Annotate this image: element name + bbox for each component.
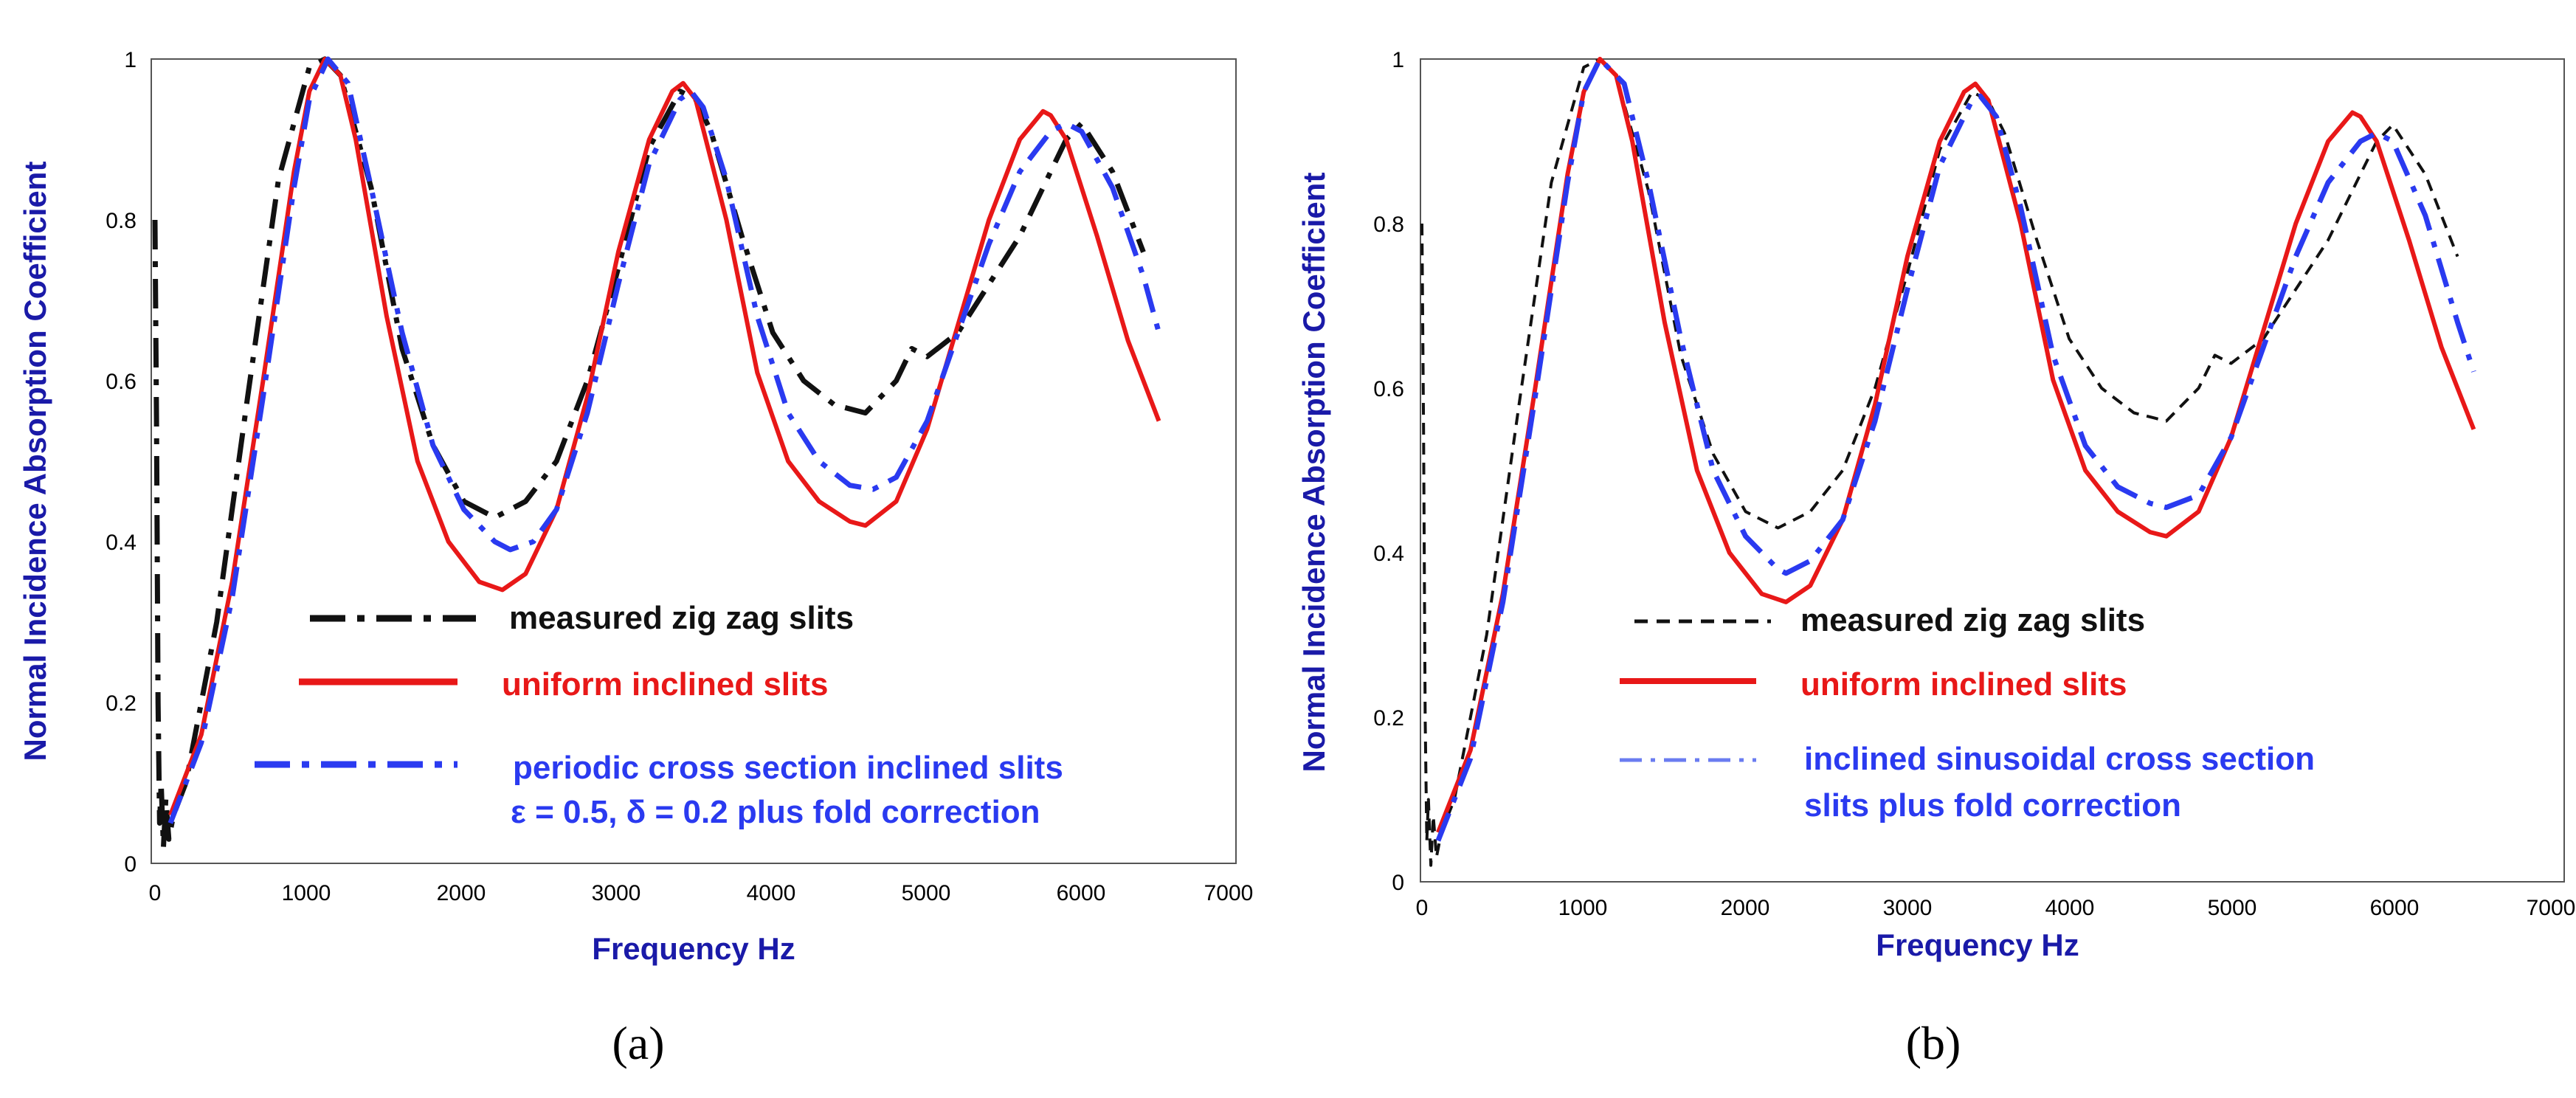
x-tick-label: 5000 xyxy=(902,881,951,905)
x-tick-label: 2000 xyxy=(1721,896,1770,920)
series-line-1 xyxy=(152,56,1146,850)
y-tick-label: 0.4 xyxy=(1373,542,1404,566)
series-group-b xyxy=(1420,56,2476,867)
x-tick-label: 5000 xyxy=(2208,896,2257,920)
y-axis-label-b: Normal Incidence Absorption Coefficient xyxy=(1296,173,1331,773)
series-line-3 xyxy=(168,56,1161,824)
y-tick-label: 0.2 xyxy=(1373,706,1404,731)
plot-frame-a xyxy=(151,58,1237,864)
x-tick-label: 7000 xyxy=(2527,896,2576,920)
legend-label-sinusoidal-cont: slits plus fold correction xyxy=(1804,787,2181,824)
x-tick-label: 4000 xyxy=(747,881,796,905)
plot-frame-b xyxy=(1420,58,2565,883)
series-group-a xyxy=(152,56,1161,850)
x-tick-label: 6000 xyxy=(1057,881,1106,905)
legend-label-measured: measured zig zag slits xyxy=(1800,602,2145,638)
y-ticks-b: 0 0.2 0.4 0.6 0.8 1 xyxy=(1373,48,1404,895)
y-tick-label: 0 xyxy=(124,852,137,877)
legend-label-periodic-params: ε = 0.5, δ = 0.2 plus fold correction xyxy=(511,794,1040,830)
x-tick-label: 4000 xyxy=(2045,896,2095,920)
legend-b: measured zig zag slits uniform inclined … xyxy=(1620,602,2315,824)
y-tick-label: 0.8 xyxy=(1373,213,1404,237)
x-axis-label-b: Frequency Hz xyxy=(1876,928,2079,962)
x-tick-label: 6000 xyxy=(2370,896,2420,920)
series-line-3 xyxy=(1435,56,2476,842)
x-ticks-b: 0 1000 2000 3000 4000 5000 6000 7000 xyxy=(1416,896,2576,920)
panel-label-b: (b) xyxy=(1906,1017,1961,1069)
legend-label-sinusoidal: inclined sinusoidal cross section xyxy=(1804,741,2315,777)
legend-a: measured zig zag slits uniform inclined … xyxy=(255,600,1063,830)
x-tick-label: 0 xyxy=(1416,896,1429,920)
panel-label-a: (a) xyxy=(612,1017,664,1069)
series-line-2 xyxy=(1436,57,2476,834)
y-tick-label: 0.2 xyxy=(106,691,137,716)
x-tick-label: 1000 xyxy=(1558,896,1608,920)
y-tick-label: 1 xyxy=(1392,48,1404,72)
y-tick-label: 0.8 xyxy=(106,209,137,233)
y-axis-label-a: Normal Incidence Absorption Coefficient xyxy=(18,162,52,762)
legend-label-uniform: uniform inclined slits xyxy=(1800,666,2127,702)
x-tick-label: 0 xyxy=(149,881,162,905)
x-axis-label-a: Frequency Hz xyxy=(592,931,795,966)
legend-label-measured: measured zig zag slits xyxy=(509,600,854,636)
legend-label-periodic: periodic cross section inclined slits xyxy=(513,750,1063,786)
y-tick-label: 0.4 xyxy=(106,531,137,555)
y-ticks-a: 0 0.2 0.4 0.6 0.8 1 xyxy=(106,48,137,877)
y-tick-label: 0.6 xyxy=(1373,377,1404,401)
x-tick-label: 3000 xyxy=(1883,896,1933,920)
x-tick-label: 2000 xyxy=(437,881,486,905)
x-tick-label: 1000 xyxy=(282,881,331,905)
panel-a: 0 0.2 0.4 0.6 0.8 1 0 1000 2000 3000 400… xyxy=(18,48,1253,1069)
x-ticks-a: 0 1000 2000 3000 4000 5000 6000 7000 xyxy=(149,881,1254,905)
x-tick-label: 7000 xyxy=(1204,881,1254,905)
panel-b: 0 0.2 0.4 0.6 0.8 1 0 1000 2000 3000 400… xyxy=(1296,48,2575,1069)
legend-label-uniform: uniform inclined slits xyxy=(502,666,829,702)
series-line-1 xyxy=(1420,58,2459,867)
y-tick-label: 1 xyxy=(124,48,137,72)
y-tick-label: 0 xyxy=(1392,871,1404,895)
x-tick-label: 3000 xyxy=(592,881,641,905)
y-tick-label: 0.6 xyxy=(106,370,137,394)
